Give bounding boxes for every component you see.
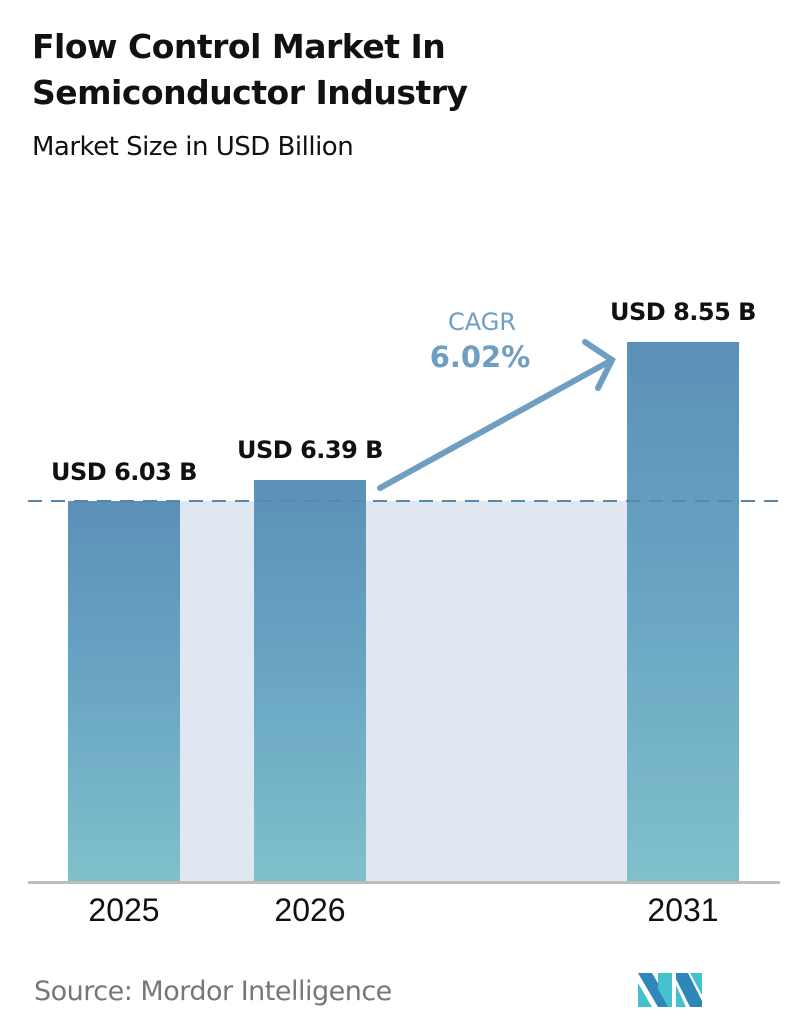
- mordor-intelligence-logo-icon: [638, 973, 702, 1007]
- bar-2025: [68, 501, 180, 881]
- chart-subtitle: Market Size in USD Billion: [32, 132, 354, 162]
- x-label-2031: 2031: [647, 892, 719, 928]
- bar-2031: [627, 342, 739, 881]
- x-label-2025: 2025: [88, 892, 160, 928]
- value-label-2026: USD 6.39 B: [237, 436, 383, 464]
- x-axis-line: [28, 881, 780, 884]
- chart-title: Flow Control Market In Semiconductor Ind…: [32, 24, 468, 116]
- cagr-value: 6.02%: [429, 340, 531, 374]
- chart-title-line1: Flow Control Market In: [32, 27, 446, 66]
- source-text: Source: Mordor Intelligence: [34, 976, 392, 1007]
- cagr-label: CAGR: [447, 308, 517, 336]
- cagr-arrow-icon: [377, 339, 616, 491]
- x-label-2026: 2026: [274, 892, 346, 928]
- value-label-2031: USD 8.55 B: [610, 298, 756, 326]
- chart-title-line2: Semiconductor Industry: [32, 73, 468, 112]
- bar-2026: [254, 480, 366, 881]
- value-label-2025: USD 6.03 B: [51, 458, 197, 486]
